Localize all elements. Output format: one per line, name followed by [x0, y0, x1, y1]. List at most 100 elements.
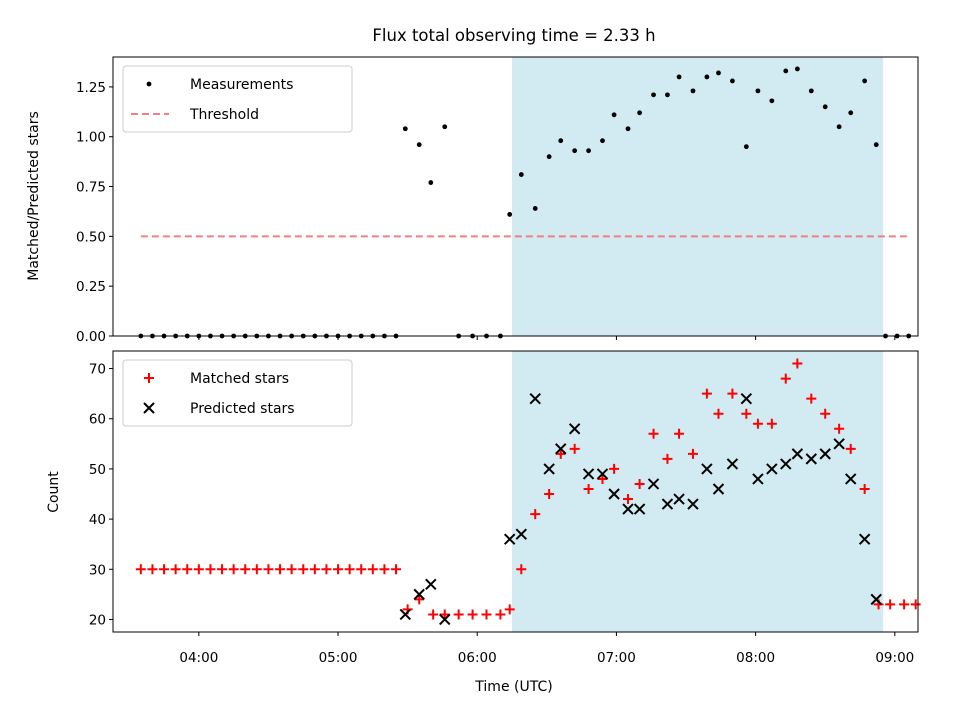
legend-label: Threshold — [189, 107, 259, 123]
matched-stars-point — [555, 448, 566, 459]
predicted-stars-point — [833, 438, 845, 450]
measurements-point — [586, 148, 591, 154]
matched-stars-point — [286, 564, 297, 575]
bottom-y-axis-title: Count — [46, 471, 62, 513]
predicted-stars-point — [673, 493, 685, 505]
matched-stars-point — [495, 609, 506, 620]
legend-box — [122, 65, 353, 133]
predicted-stars-point — [515, 528, 528, 540]
matched-stars-point — [379, 564, 390, 575]
matched-stars-point — [193, 564, 204, 575]
matched-stars-point — [453, 609, 464, 620]
matched-stars-point — [834, 423, 845, 434]
matched-stars-point — [544, 489, 555, 500]
measurements-point — [442, 124, 448, 130]
measurements-point — [783, 68, 789, 74]
y-tick-label: 0.00 — [76, 329, 106, 345]
measurements-point — [808, 88, 814, 94]
predicted-stars-point — [791, 448, 804, 460]
measurements-point — [402, 126, 408, 132]
y-tick-label: 30 — [89, 562, 106, 578]
measurements-point — [546, 154, 552, 160]
matched-stars-point — [263, 564, 274, 575]
matched-stars-point — [674, 428, 685, 439]
top-y-axis-title: Matched/Predicted stars — [26, 111, 42, 281]
y-tick-label: 50 — [89, 462, 106, 478]
legend: Matched stars Predicted stars — [122, 359, 353, 427]
measurements-point — [690, 88, 696, 94]
measurements-point — [769, 98, 775, 104]
matched-stars-point — [727, 388, 738, 399]
predicted-stars-point — [766, 463, 778, 475]
matched-stars-point — [806, 393, 817, 404]
measurements-point — [637, 110, 643, 116]
matched-stars-point — [766, 418, 777, 429]
predicted-stars-point — [568, 423, 581, 435]
measurements-point — [755, 88, 761, 94]
matched-stars-point — [391, 564, 402, 575]
predicted-stars-point — [780, 458, 792, 470]
predicted-stars-point — [701, 463, 713, 475]
matched-stars-point — [481, 609, 492, 620]
predicted-stars-point — [726, 458, 739, 470]
x-tick-label: 05:00 — [319, 650, 358, 666]
x-tick-label: 09:00 — [875, 650, 914, 666]
matched-stars-point — [662, 453, 673, 464]
predicted-stars-point — [555, 443, 567, 455]
bottom-panel: 20 30 40 50 60 70 04:00 05:00 06:00 07:00 08:00 09:… — [89, 350, 921, 666]
predicted-stars-point — [399, 608, 412, 621]
predicted-stars-point — [661, 498, 674, 510]
measurements-point — [676, 74, 682, 80]
axes-frame — [112, 350, 919, 633]
predicted-stars-point — [543, 463, 555, 475]
matched-stars-point — [240, 564, 251, 575]
matched-stars-point — [569, 443, 580, 454]
legend-label: Measurements — [190, 77, 293, 93]
measurements-point — [651, 92, 656, 98]
x-tick-label: 04:00 — [179, 650, 218, 666]
predicted-stars-point — [503, 533, 516, 545]
matched-stars-point — [701, 388, 712, 399]
axes-frame — [112, 56, 919, 337]
legend-box — [122, 359, 353, 427]
matched-stars-point — [792, 358, 803, 369]
matched-stars-point — [713, 408, 724, 419]
measurements-point — [862, 78, 868, 84]
matched-stars-point — [344, 564, 355, 575]
measurements-point — [600, 138, 605, 144]
matched-stars-point — [205, 564, 216, 575]
predicted-stars-point — [647, 478, 660, 490]
legend-marker — [144, 373, 154, 383]
measurements-point — [507, 212, 513, 217]
matched-stars-point — [597, 473, 608, 484]
predicted-stars-point — [439, 613, 451, 626]
matched-stars-point — [298, 564, 309, 575]
measurements-point — [558, 138, 564, 144]
y-tick-label: 20 — [89, 612, 106, 628]
legend-marker — [143, 402, 155, 414]
matched-stars-point — [910, 599, 921, 610]
measurements-point — [572, 148, 578, 154]
predicted-stars-point — [740, 392, 753, 405]
matched-stars-point — [147, 564, 158, 575]
predicted-stars-point — [582, 468, 595, 480]
matched-stars-point — [752, 418, 763, 429]
measurements-point — [836, 124, 842, 130]
measurements-point — [665, 92, 670, 98]
matched-stars-point — [885, 599, 896, 610]
y-tick-label: 1.00 — [76, 130, 106, 146]
legend-label: Matched stars — [190, 371, 289, 387]
predicted-stars-point — [845, 473, 857, 485]
matched-stars-point — [741, 408, 752, 419]
observing-interval-band — [512, 57, 884, 336]
matched-stars-point — [228, 564, 239, 575]
matched-stars-point — [780, 373, 791, 384]
matched-stars-point — [467, 609, 478, 620]
x-tick-label: 07:00 — [597, 650, 636, 666]
matched-stars-point — [530, 509, 541, 520]
y-tick-label: 60 — [89, 412, 106, 428]
y-tick-label: 70 — [89, 362, 106, 378]
measurements-point — [611, 112, 617, 118]
measurements-point — [704, 74, 710, 80]
matched-stars-point — [648, 428, 659, 439]
